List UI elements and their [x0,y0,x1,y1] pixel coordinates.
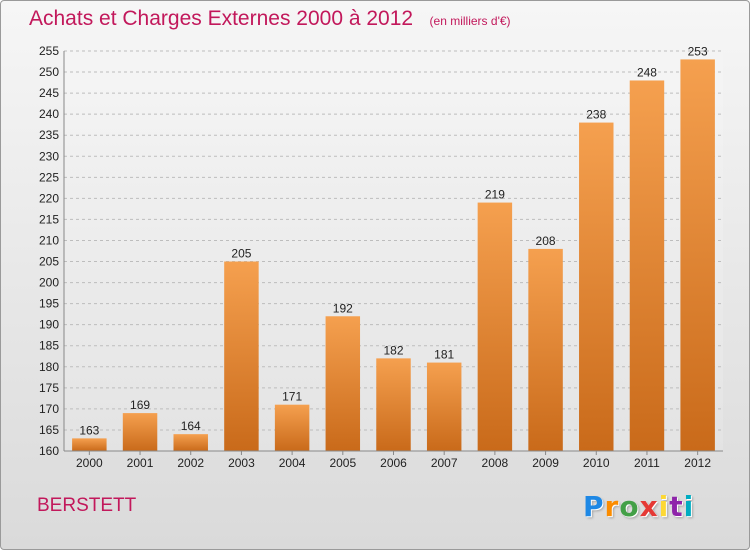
commune-name: BERSTETT [37,495,137,516]
data-label: 219 [485,188,505,202]
x-tick-label: 2003 [228,456,255,470]
data-label: 208 [536,234,556,248]
bar [579,122,614,451]
y-tick-label: 195 [39,297,59,311]
x-tick-label: 2012 [684,456,711,470]
data-label: 238 [586,108,606,122]
logo-letter: i [683,490,695,523]
y-tick-label: 160 [39,444,59,458]
y-tick-label: 180 [39,360,59,374]
y-tick-label: 230 [39,149,59,163]
x-tick-label: 2005 [329,456,356,470]
data-label: 164 [181,419,201,433]
y-tick-label: 185 [39,339,59,353]
data-label: 182 [383,343,403,357]
y-tick-label: 190 [39,318,59,332]
x-tick-label: 2008 [482,456,509,470]
logo-letter: x [639,490,659,523]
logo-letter: t [669,490,684,523]
y-tick-label: 210 [39,233,59,247]
y-tick-label: 225 [39,170,59,184]
data-label: 171 [282,390,302,404]
y-tick-label: 205 [39,255,59,269]
data-label: 248 [637,65,657,79]
bar [122,413,158,451]
x-tick-label: 2010 [583,456,610,470]
bar [224,261,259,451]
y-tick-label: 170 [39,402,59,416]
x-tick-label: 2006 [380,456,407,470]
y-tick-label: 245 [39,86,59,100]
y-tick-label: 240 [39,107,59,121]
data-label: 253 [688,44,708,58]
x-tick-label: 2011 [634,456,660,470]
y-tick-label: 215 [39,212,59,226]
x-tick-label: 2002 [177,456,204,470]
chart-title-block: Achats et Charges Externes 2000 à 2012 (… [29,7,511,31]
bar [325,316,361,451]
bar [629,80,665,451]
x-tick-label: 2000 [76,456,103,470]
y-tick-label: 250 [39,65,59,79]
logo-letter: r [604,490,620,523]
bar [274,404,310,451]
bar [426,362,462,451]
data-label: 205 [231,247,251,261]
logo-letter: o [619,490,640,523]
bar [376,358,411,451]
data-label: 181 [434,348,454,362]
x-tick-label: 2004 [279,456,306,470]
bar [173,434,208,451]
unit-note: (en milliers d'€) [429,14,511,28]
bar [680,59,715,451]
bar [72,438,107,451]
y-tick-label: 220 [39,191,59,205]
proxiti-logo[interactable]: Proxiti [583,490,694,523]
x-tick-label: 2001 [127,456,154,470]
data-label: 163 [79,423,99,437]
logo-letter: P [583,490,605,523]
data-label: 169 [130,398,150,412]
x-tick-label: 2009 [532,456,559,470]
x-tick-label: 2007 [431,456,458,470]
logo-letter: i [658,490,670,523]
y-tick-label: 235 [39,128,59,142]
y-tick-label: 200 [39,276,59,290]
y-tick-label: 175 [39,381,59,395]
chart-title: Achats et Charges Externes 2000 à 2012 [29,7,414,30]
y-tick-label: 255 [39,44,59,58]
data-label: 192 [333,301,353,315]
bar [528,248,563,451]
bar [477,202,513,451]
y-tick-label: 165 [39,423,59,437]
